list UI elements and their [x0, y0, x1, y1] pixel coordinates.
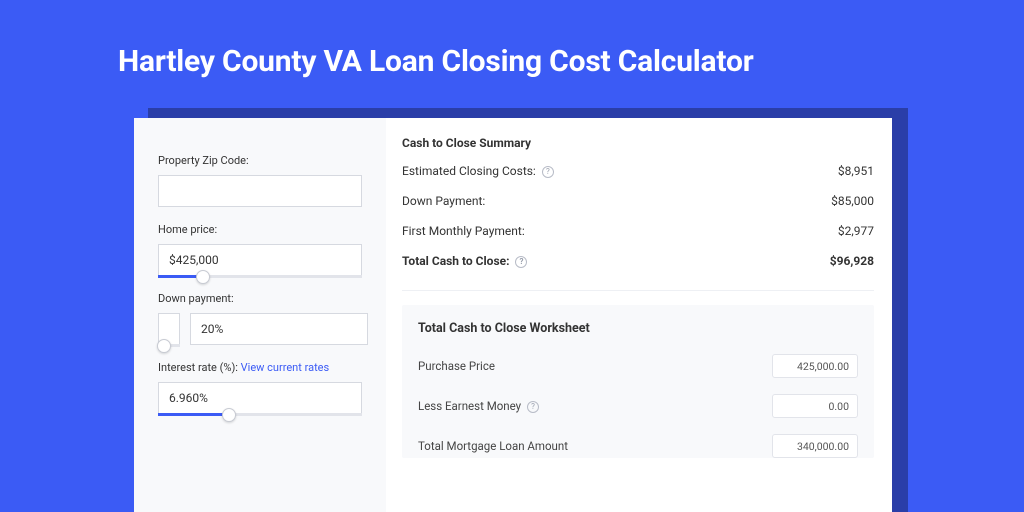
- help-icon[interactable]: ?: [527, 401, 539, 413]
- summary-row-value: $8,951: [838, 164, 874, 178]
- home-price-slider[interactable]: [158, 244, 362, 276]
- help-icon[interactable]: ?: [515, 256, 527, 268]
- output-panel: Cash to Close Summary Estimated Closing …: [386, 118, 892, 512]
- help-icon[interactable]: ?: [542, 166, 554, 178]
- slider-thumb[interactable]: [157, 339, 171, 353]
- worksheet-row-value: 340,000.00: [772, 434, 858, 458]
- label-text: Estimated Closing Costs:: [402, 164, 536, 178]
- worksheet-row-label: Purchase Price: [418, 359, 495, 373]
- view-rates-link[interactable]: View current rates: [241, 361, 330, 374]
- zip-input[interactable]: [158, 175, 362, 207]
- home-price-label: Home price:: [158, 223, 362, 236]
- summary-row: Down Payment: $85,000: [402, 194, 874, 208]
- summary-row-label: Down Payment:: [402, 194, 485, 208]
- summary-row: Estimated Closing Costs: ? $8,951: [402, 164, 874, 178]
- down-payment-pct-input[interactable]: [190, 313, 368, 345]
- summary-row-value: $2,977: [838, 224, 874, 238]
- input-panel: Property Zip Code: Home price: Down paym…: [134, 118, 386, 512]
- down-payment-label: Down payment:: [158, 292, 362, 305]
- interest-rate-slider[interactable]: [158, 382, 362, 414]
- slider-fill: [158, 413, 229, 416]
- field-down-payment: Down payment:: [158, 292, 362, 345]
- worksheet-row: Less Earnest Money ? 0.00: [418, 394, 858, 418]
- label-text: Total Cash to Close:: [402, 254, 509, 268]
- home-price-input[interactable]: [158, 244, 362, 276]
- interest-rate-input[interactable]: [158, 382, 362, 414]
- summary-total-label: Total Cash to Close: ?: [402, 254, 527, 268]
- field-home-price: Home price:: [158, 223, 362, 276]
- field-zip: Property Zip Code:: [158, 154, 362, 207]
- worksheet-heading: Total Cash to Close Worksheet: [418, 321, 858, 336]
- worksheet-section: Total Cash to Close Worksheet Purchase P…: [402, 305, 874, 458]
- label-text: Less Earnest Money: [418, 399, 521, 413]
- field-interest-rate: Interest rate (%): View current rates: [158, 361, 362, 414]
- slider-thumb[interactable]: [222, 408, 236, 422]
- page-title: Hartley County VA Loan Closing Cost Calc…: [118, 44, 753, 79]
- interest-rate-label: Interest rate (%): View current rates: [158, 361, 362, 374]
- worksheet-row-value: 425,000.00: [772, 354, 858, 378]
- worksheet-row-value: 0.00: [772, 394, 858, 418]
- slider-thumb[interactable]: [196, 270, 210, 284]
- zip-label: Property Zip Code:: [158, 154, 362, 167]
- worksheet-row-label: Total Mortgage Loan Amount: [418, 439, 568, 453]
- summary-total-row: Total Cash to Close: ? $96,928: [402, 254, 874, 268]
- down-payment-slider[interactable]: [158, 313, 180, 345]
- summary-row-label: Estimated Closing Costs: ?: [402, 164, 554, 178]
- summary-row-label: First Monthly Payment:: [402, 224, 525, 238]
- calculator-card: Property Zip Code: Home price: Down paym…: [134, 118, 892, 512]
- summary-row-value: $85,000: [831, 194, 874, 208]
- interest-rate-label-text: Interest rate (%):: [158, 361, 238, 374]
- summary-row: First Monthly Payment: $2,977: [402, 224, 874, 238]
- worksheet-row-label: Less Earnest Money ?: [418, 399, 539, 413]
- summary-total-value: $96,928: [830, 254, 874, 268]
- summary-section: Cash to Close Summary Estimated Closing …: [402, 136, 874, 291]
- worksheet-row: Purchase Price 425,000.00: [418, 354, 858, 378]
- summary-heading: Cash to Close Summary: [402, 136, 874, 150]
- worksheet-row: Total Mortgage Loan Amount 340,000.00: [418, 434, 858, 458]
